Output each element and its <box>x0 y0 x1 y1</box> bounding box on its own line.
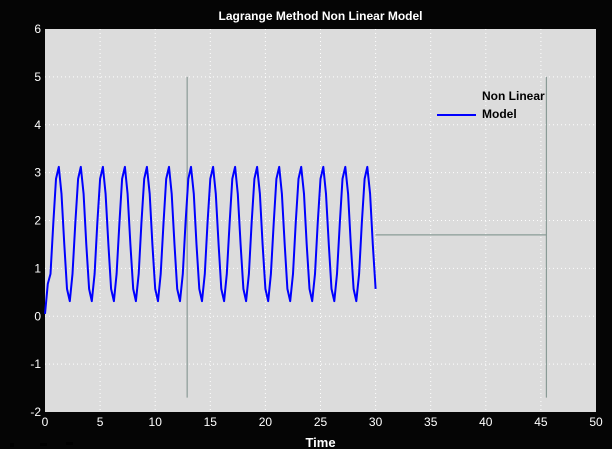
x-tick-label: 15 <box>204 415 218 429</box>
x-axis-label: Time <box>305 435 335 449</box>
x-tick-label: 25 <box>314 415 328 429</box>
series-layer <box>44 165 377 314</box>
legend-label-line2: Model <box>482 107 517 121</box>
x-tick-label: 30 <box>369 415 383 429</box>
y-tick-label: 0 <box>34 309 41 323</box>
y-tick-label: 5 <box>34 70 41 84</box>
corner-marks <box>10 442 73 447</box>
x-tick-label: 40 <box>479 415 493 429</box>
annotation-lines <box>186 76 548 398</box>
y-tick-label: -1 <box>30 357 41 371</box>
y-tick-label: 3 <box>34 166 41 180</box>
x-tick-label: 45 <box>534 415 548 429</box>
x-tick-label: 35 <box>424 415 438 429</box>
y-tick-label: 1 <box>34 261 41 275</box>
x-tick-label: 10 <box>149 415 163 429</box>
corner-mark <box>40 443 47 446</box>
y-tick-label: 4 <box>34 118 41 132</box>
corner-mark <box>10 443 14 447</box>
legend: Non Linear Model <box>437 89 545 121</box>
plot-area <box>45 29 596 412</box>
x-tick-label: 50 <box>589 415 603 429</box>
series-line-non-linear-model <box>44 165 377 314</box>
y-tick-label: -2 <box>30 405 41 419</box>
chart-title: Lagrange Method Non Linear Model <box>218 9 422 23</box>
x-tick-label: 0 <box>42 415 49 429</box>
corner-mark <box>66 442 73 445</box>
y-tick-label: 2 <box>34 214 41 228</box>
x-tick-label: 5 <box>97 415 104 429</box>
legend-label-line1: Non Linear <box>482 89 545 103</box>
x-tick-label: 20 <box>259 415 273 429</box>
y-tick-label: 6 <box>34 22 41 36</box>
